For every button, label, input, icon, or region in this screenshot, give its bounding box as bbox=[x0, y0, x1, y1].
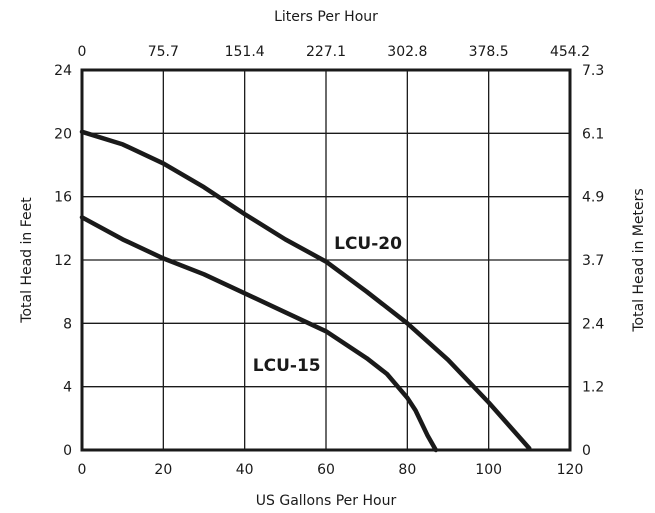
x-tick-label: 100 bbox=[475, 462, 502, 478]
x-tick-label: 60 bbox=[317, 462, 335, 478]
x-tick-label: 120 bbox=[557, 462, 584, 478]
right-axis-tick-label: 1.2 bbox=[582, 380, 604, 396]
x-tick-label: 80 bbox=[398, 462, 416, 478]
y-tick-label: 8 bbox=[63, 316, 72, 332]
top-axis-tick-label: 454.2 bbox=[550, 44, 590, 60]
top-axis-tick-label: 378.5 bbox=[469, 44, 509, 60]
series-label-lcu-15: LCU-15 bbox=[253, 356, 321, 376]
top-axis-tick-label: 151.4 bbox=[225, 44, 265, 60]
series-line-lcu-20 bbox=[79, 129, 532, 451]
y-tick-label: 16 bbox=[54, 190, 72, 206]
top-axis-tick-label: 75.7 bbox=[148, 44, 179, 60]
grid-lines bbox=[82, 70, 570, 450]
right-axis-tick-label: 0 bbox=[582, 443, 591, 459]
y-tick-label: 0 bbox=[63, 443, 72, 459]
y-tick-label: 12 bbox=[54, 253, 72, 269]
y-tick-label: 24 bbox=[54, 63, 72, 79]
right-axis-title: Total Head in Meters bbox=[631, 188, 647, 332]
x-axis-title: US Gallons Per Hour bbox=[256, 493, 397, 509]
right-axis-tick-label: 6.1 bbox=[582, 126, 604, 142]
top-axis-tick-label: 0 bbox=[78, 44, 87, 60]
x-tick-label: 0 bbox=[78, 462, 87, 478]
plot-frame bbox=[80, 68, 572, 452]
series-labels: LCU-20 LCU-15 bbox=[253, 234, 402, 376]
performance-curves bbox=[79, 129, 532, 453]
x-tick-label: 40 bbox=[236, 462, 254, 478]
top-axis-title: Liters Per Hour bbox=[274, 9, 378, 25]
top-axis-tick-label: 302.8 bbox=[387, 44, 427, 60]
top-axis-tick-label: 227.1 bbox=[306, 44, 346, 60]
series-label-lcu-20: LCU-20 bbox=[334, 234, 402, 254]
x-tick-label: 20 bbox=[154, 462, 172, 478]
y-tick-label: 20 bbox=[54, 126, 72, 142]
right-axis-tick-label: 7.3 bbox=[582, 63, 604, 79]
right-axis-tick-label: 2.4 bbox=[582, 316, 604, 332]
y-tick-label: 4 bbox=[63, 380, 72, 396]
series-line-lcu-15 bbox=[79, 215, 439, 453]
right-axis-tick-label: 3.7 bbox=[582, 253, 604, 269]
y-axis-title: Total Head in Feet bbox=[19, 197, 35, 324]
right-axis-tick-label: 4.9 bbox=[582, 190, 604, 206]
